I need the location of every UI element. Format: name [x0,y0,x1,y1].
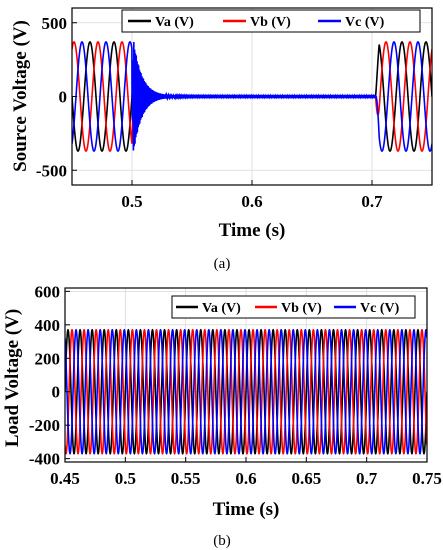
chart-b-legend-label-va: Va (V) [202,301,241,316]
series-line-vc [72,41,432,152]
x-tick-label: 0.7 [356,469,378,488]
x-tick-label: 0.45 [50,469,80,488]
chart-b-legend-label-vc: Vc (V) [360,301,400,316]
y-tick-label: 0 [52,383,61,402]
x-tick-label: 0.7 [361,192,383,211]
chart-b-y-axis-label: Load Voltage (V) [2,309,23,447]
chart-b: -400 -200 0 200 400 600 0.45 0.5 0.55 0.6 0.65 0.7… [2,282,442,549]
y-tick-label: 500 [42,14,68,33]
chart-a-legend: Va (V) Vb (V) Vc (V) [121,9,421,33]
chart-a-x-ticks: 0.5 0.6 0.7 [121,180,383,211]
chart-a-curves [72,41,432,152]
y-tick-label: 200 [35,349,61,368]
x-tick-label: 0.65 [291,469,321,488]
chart-b-legend: Va (V) Vb (V) Vc (V) [171,295,416,319]
chart-b-legend-box [171,295,416,319]
chart-a-legend-box [121,9,421,33]
x-tick-label: 0.5 [121,192,142,211]
chart-a: -500 0 500 0.5 0.6 0.7 Source Voltage (V) Ti… [10,7,433,272]
chart-b-caption: (b) [213,533,231,549]
y-tick-label: -400 [29,450,60,469]
chart-b-x-ticks: 0.45 0.5 0.55 0.6 0.65 0.7 0.75 [50,457,442,488]
x-tick-label: 0.5 [115,469,136,488]
series-line-vc [65,328,427,455]
series-line-vb [65,328,427,455]
x-tick-label: 0.6 [241,192,262,211]
y-tick-label: 0 [59,88,68,107]
chart-a-legend-label-vb: Vb (V) [250,15,291,30]
chart-a-y-axis-label: Source Voltage (V) [10,20,31,172]
chart-b-curves [65,328,427,455]
series-line-va [65,328,427,455]
y-tick-label: 600 [35,282,61,301]
chart-b-legend-label-vb: Vb (V) [281,301,322,316]
chart-a-caption: (a) [214,256,231,272]
y-tick-label: -500 [36,161,67,180]
chart-b-x-axis-label: Time (s) [213,499,280,520]
chart-a-legend-label-vc: Vc (V) [345,15,385,30]
x-tick-label: 0.55 [171,469,201,488]
x-tick-label: 0.75 [412,469,442,488]
y-tick-label: -200 [29,416,60,435]
chart-b-y-ticks: -400 -200 0 200 400 600 [29,282,70,469]
y-tick-label: 400 [35,316,61,335]
x-tick-label: 0.6 [235,469,256,488]
chart-a-y-ticks: -500 0 500 [36,14,77,180]
chart-a-x-axis-label: Time (s) [219,220,286,241]
chart-a-legend-label-va: Va (V) [155,15,194,30]
